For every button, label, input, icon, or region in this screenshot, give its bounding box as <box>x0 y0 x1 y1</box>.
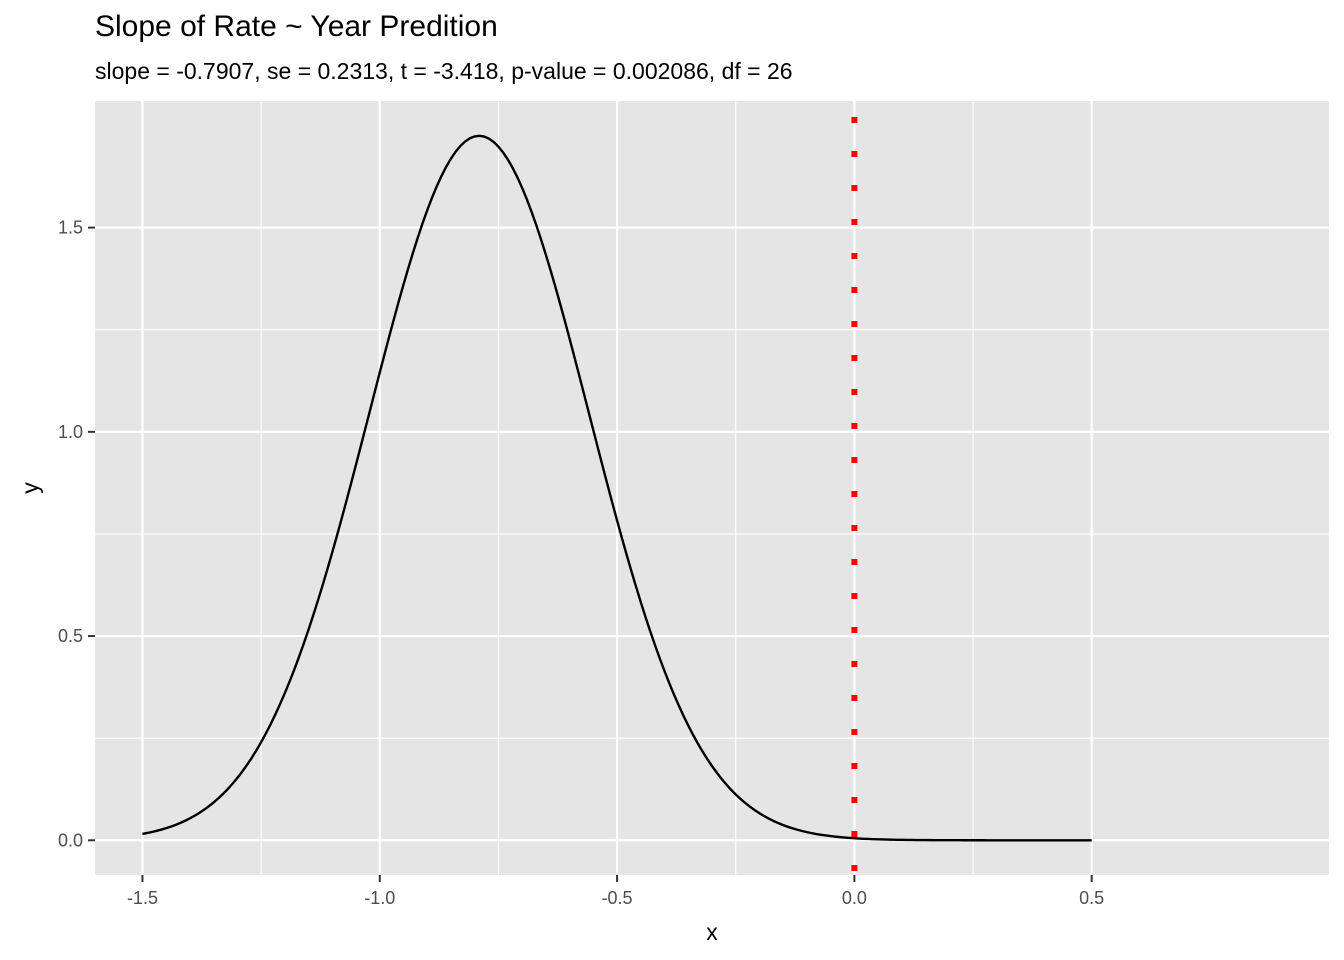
x-tick-label: -1.5 <box>127 888 158 908</box>
y-tick-label: 1.5 <box>58 218 83 238</box>
minor-gridlines <box>95 101 1329 875</box>
x-tick-label: -0.5 <box>602 888 633 908</box>
chart-subtitle: slope = -0.7907, se = 0.2313, t = -3.418… <box>95 58 793 84</box>
y-tick-label: 0.5 <box>58 626 83 646</box>
x-tick-label: -1.0 <box>364 888 395 908</box>
x-axis: -1.5 -1.0 -0.5 0.0 0.5 <box>127 875 1104 908</box>
x-tick-label: 0.5 <box>1079 888 1104 908</box>
x-axis-title: x <box>706 919 718 945</box>
y-tick-label: 1.0 <box>58 422 83 442</box>
plot-panel <box>95 101 1329 875</box>
y-axis-title: y <box>17 482 43 494</box>
density-curve <box>142 134 1092 842</box>
x-tick-label: 0.0 <box>842 888 867 908</box>
major-gridlines <box>95 101 1329 875</box>
chart-title: Slope of Rate ~ Year Predition <box>95 10 498 43</box>
y-axis: 0.0 0.5 1.0 1.5 <box>58 218 95 850</box>
y-tick-label: 0.0 <box>58 830 83 850</box>
